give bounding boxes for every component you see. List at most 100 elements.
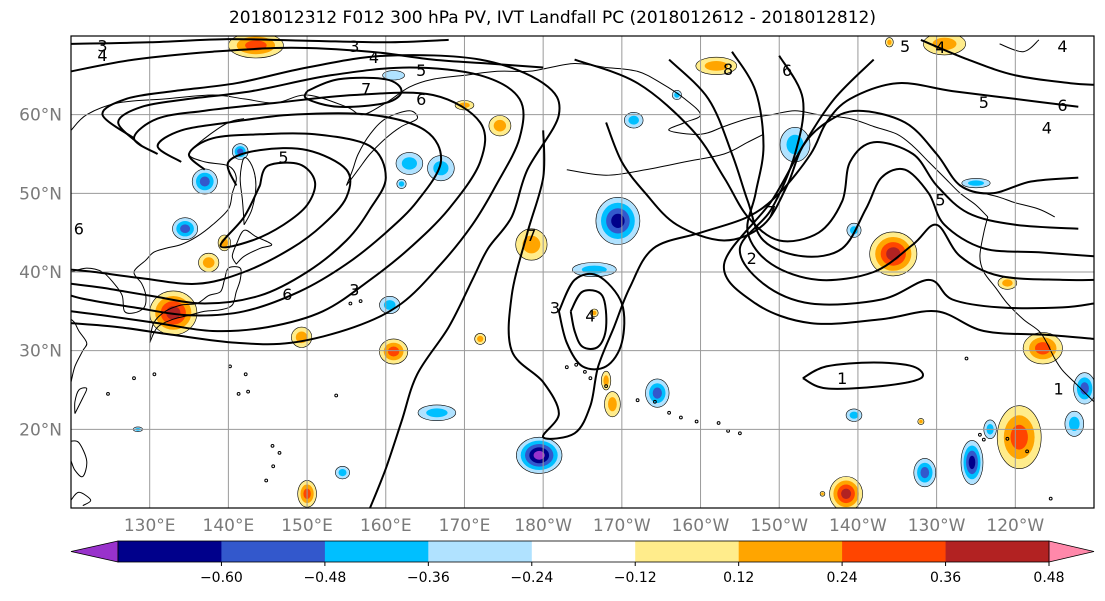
colorbar-segment <box>428 541 533 562</box>
ivt-anomaly-blob <box>417 404 457 421</box>
ivt-anomaly-blob <box>291 326 313 348</box>
ivt-shade-ring <box>383 300 396 310</box>
pv-contour-line <box>605 109 1079 242</box>
pv-contour-line <box>71 147 352 285</box>
ivt-shade-ring <box>1069 416 1080 431</box>
contour-label: 4 <box>1042 118 1052 137</box>
contour-label: 8 <box>723 60 733 79</box>
island <box>679 415 683 420</box>
ivt-shade-ring <box>628 115 639 125</box>
ivt-shade-ring <box>398 181 405 187</box>
pv-contour-line <box>557 272 626 371</box>
longitude-tick-label: 150°W <box>750 516 808 536</box>
contour-label: 4 <box>935 38 945 57</box>
ivt-anomaly-blob <box>779 127 811 163</box>
ivt-anomaly-blob <box>396 178 407 189</box>
ivt-shade-ring <box>704 61 728 71</box>
colorbar-segment <box>842 541 946 562</box>
coastline <box>345 110 418 186</box>
ivt-shade-ring <box>592 310 597 316</box>
island <box>243 372 248 377</box>
pv-contour-line <box>71 112 443 317</box>
contour-label: 7 <box>361 80 371 99</box>
ivt-anomaly-blob <box>1073 372 1094 405</box>
longitude-tick-label: 180°W <box>514 516 572 536</box>
colorbar-outline <box>117 540 1050 563</box>
ivt-shade-ring <box>388 346 400 357</box>
contour-label: 5 <box>935 191 945 210</box>
pv-contour-line <box>71 132 387 305</box>
ivt-anomaly-blob <box>645 378 670 408</box>
island <box>246 389 251 394</box>
pv-contour-line <box>101 54 561 508</box>
pv-contour-layer <box>71 38 1094 508</box>
island <box>277 451 282 455</box>
contour-label: 4 <box>369 48 379 67</box>
pv-contour-line <box>668 58 1094 258</box>
contour-label: 1 <box>1054 379 1064 398</box>
contour-label: 6 <box>416 90 426 109</box>
map-title: 2018012312 F012 300 hPa PV, IVT Landfall… <box>228 8 876 28</box>
contour-label: 6 <box>1057 96 1067 115</box>
colorbar-tick-label: −0.36 <box>407 570 450 586</box>
ivt-anomaly-blob <box>960 440 984 485</box>
ivt-shade-ring <box>199 176 210 187</box>
island <box>716 421 721 425</box>
ivt-shade-ring <box>1080 382 1089 395</box>
ivt-anomaly-blob <box>590 308 599 318</box>
ivt-shade-ring <box>611 213 625 228</box>
island <box>1025 449 1029 454</box>
ivt-anomaly-blob <box>623 111 644 129</box>
colorbar-segment <box>945 541 1050 562</box>
ivt-shade-ring <box>533 450 545 460</box>
ivt-shade-ring <box>338 469 347 477</box>
contour-label: 3 <box>349 37 359 56</box>
latitude-labels: 20°N 30°N 40°N 50°N 60°N <box>19 106 62 441</box>
pv-contour-line <box>71 91 487 333</box>
island <box>236 392 241 396</box>
ivt-anomaly-blob <box>395 152 424 175</box>
ivt-anomaly-blob <box>913 458 937 488</box>
ivt-anomaly-blob <box>515 228 548 261</box>
ivt-anomaly-blob <box>961 178 991 189</box>
coastline <box>239 157 257 226</box>
contour-label: 5 <box>979 93 989 112</box>
pv-contour-line <box>574 58 1079 243</box>
contour-label: 2 <box>747 249 757 268</box>
ivt-shade-ring <box>849 411 859 419</box>
colorbar-segment <box>635 541 740 562</box>
ivt-shade-ring <box>1035 342 1051 355</box>
ivt-shade-ring <box>202 257 215 268</box>
latitude-tick-label: 50°N <box>19 184 62 204</box>
ivt-anomaly-blob <box>819 491 826 497</box>
island <box>564 365 569 370</box>
island <box>964 356 969 361</box>
island <box>653 399 657 404</box>
ivt-shade-ring <box>821 492 824 496</box>
colorbar-tick-label: 0.24 <box>827 570 858 586</box>
pv-contour-line <box>71 38 449 45</box>
latitude-tick-label: 40°N <box>19 263 62 283</box>
ivt-shade-ring <box>493 119 507 132</box>
longitude-tick-label: 160°E <box>360 516 412 536</box>
longitude-labels: 130°E 140°E 150°E 160°E 170°E 180°W 170°W 160°W… <box>124 516 1045 536</box>
ivt-shading-layer <box>132 36 1094 508</box>
pv-contour-line <box>731 51 1094 282</box>
island <box>635 398 640 403</box>
contour-label: 4 <box>97 46 107 65</box>
longitude-tick-label: 120°W <box>986 516 1044 536</box>
ivt-anomaly-blob <box>885 37 894 48</box>
ivt-anomaly-blob <box>829 476 863 508</box>
contour-label: 5 <box>900 37 910 56</box>
ivt-anomaly-blob <box>172 217 199 240</box>
ivt-shade-ring <box>887 39 892 45</box>
pv-contour-line <box>569 289 608 350</box>
colorbar-tick-label: −0.12 <box>614 570 657 586</box>
ivt-shade-ring <box>652 387 662 399</box>
ivt-anomaly-blob <box>923 36 966 56</box>
contour-label: 4 <box>585 306 595 325</box>
ivt-anomaly-blob <box>1064 410 1085 437</box>
island <box>604 384 608 389</box>
island <box>694 419 699 424</box>
